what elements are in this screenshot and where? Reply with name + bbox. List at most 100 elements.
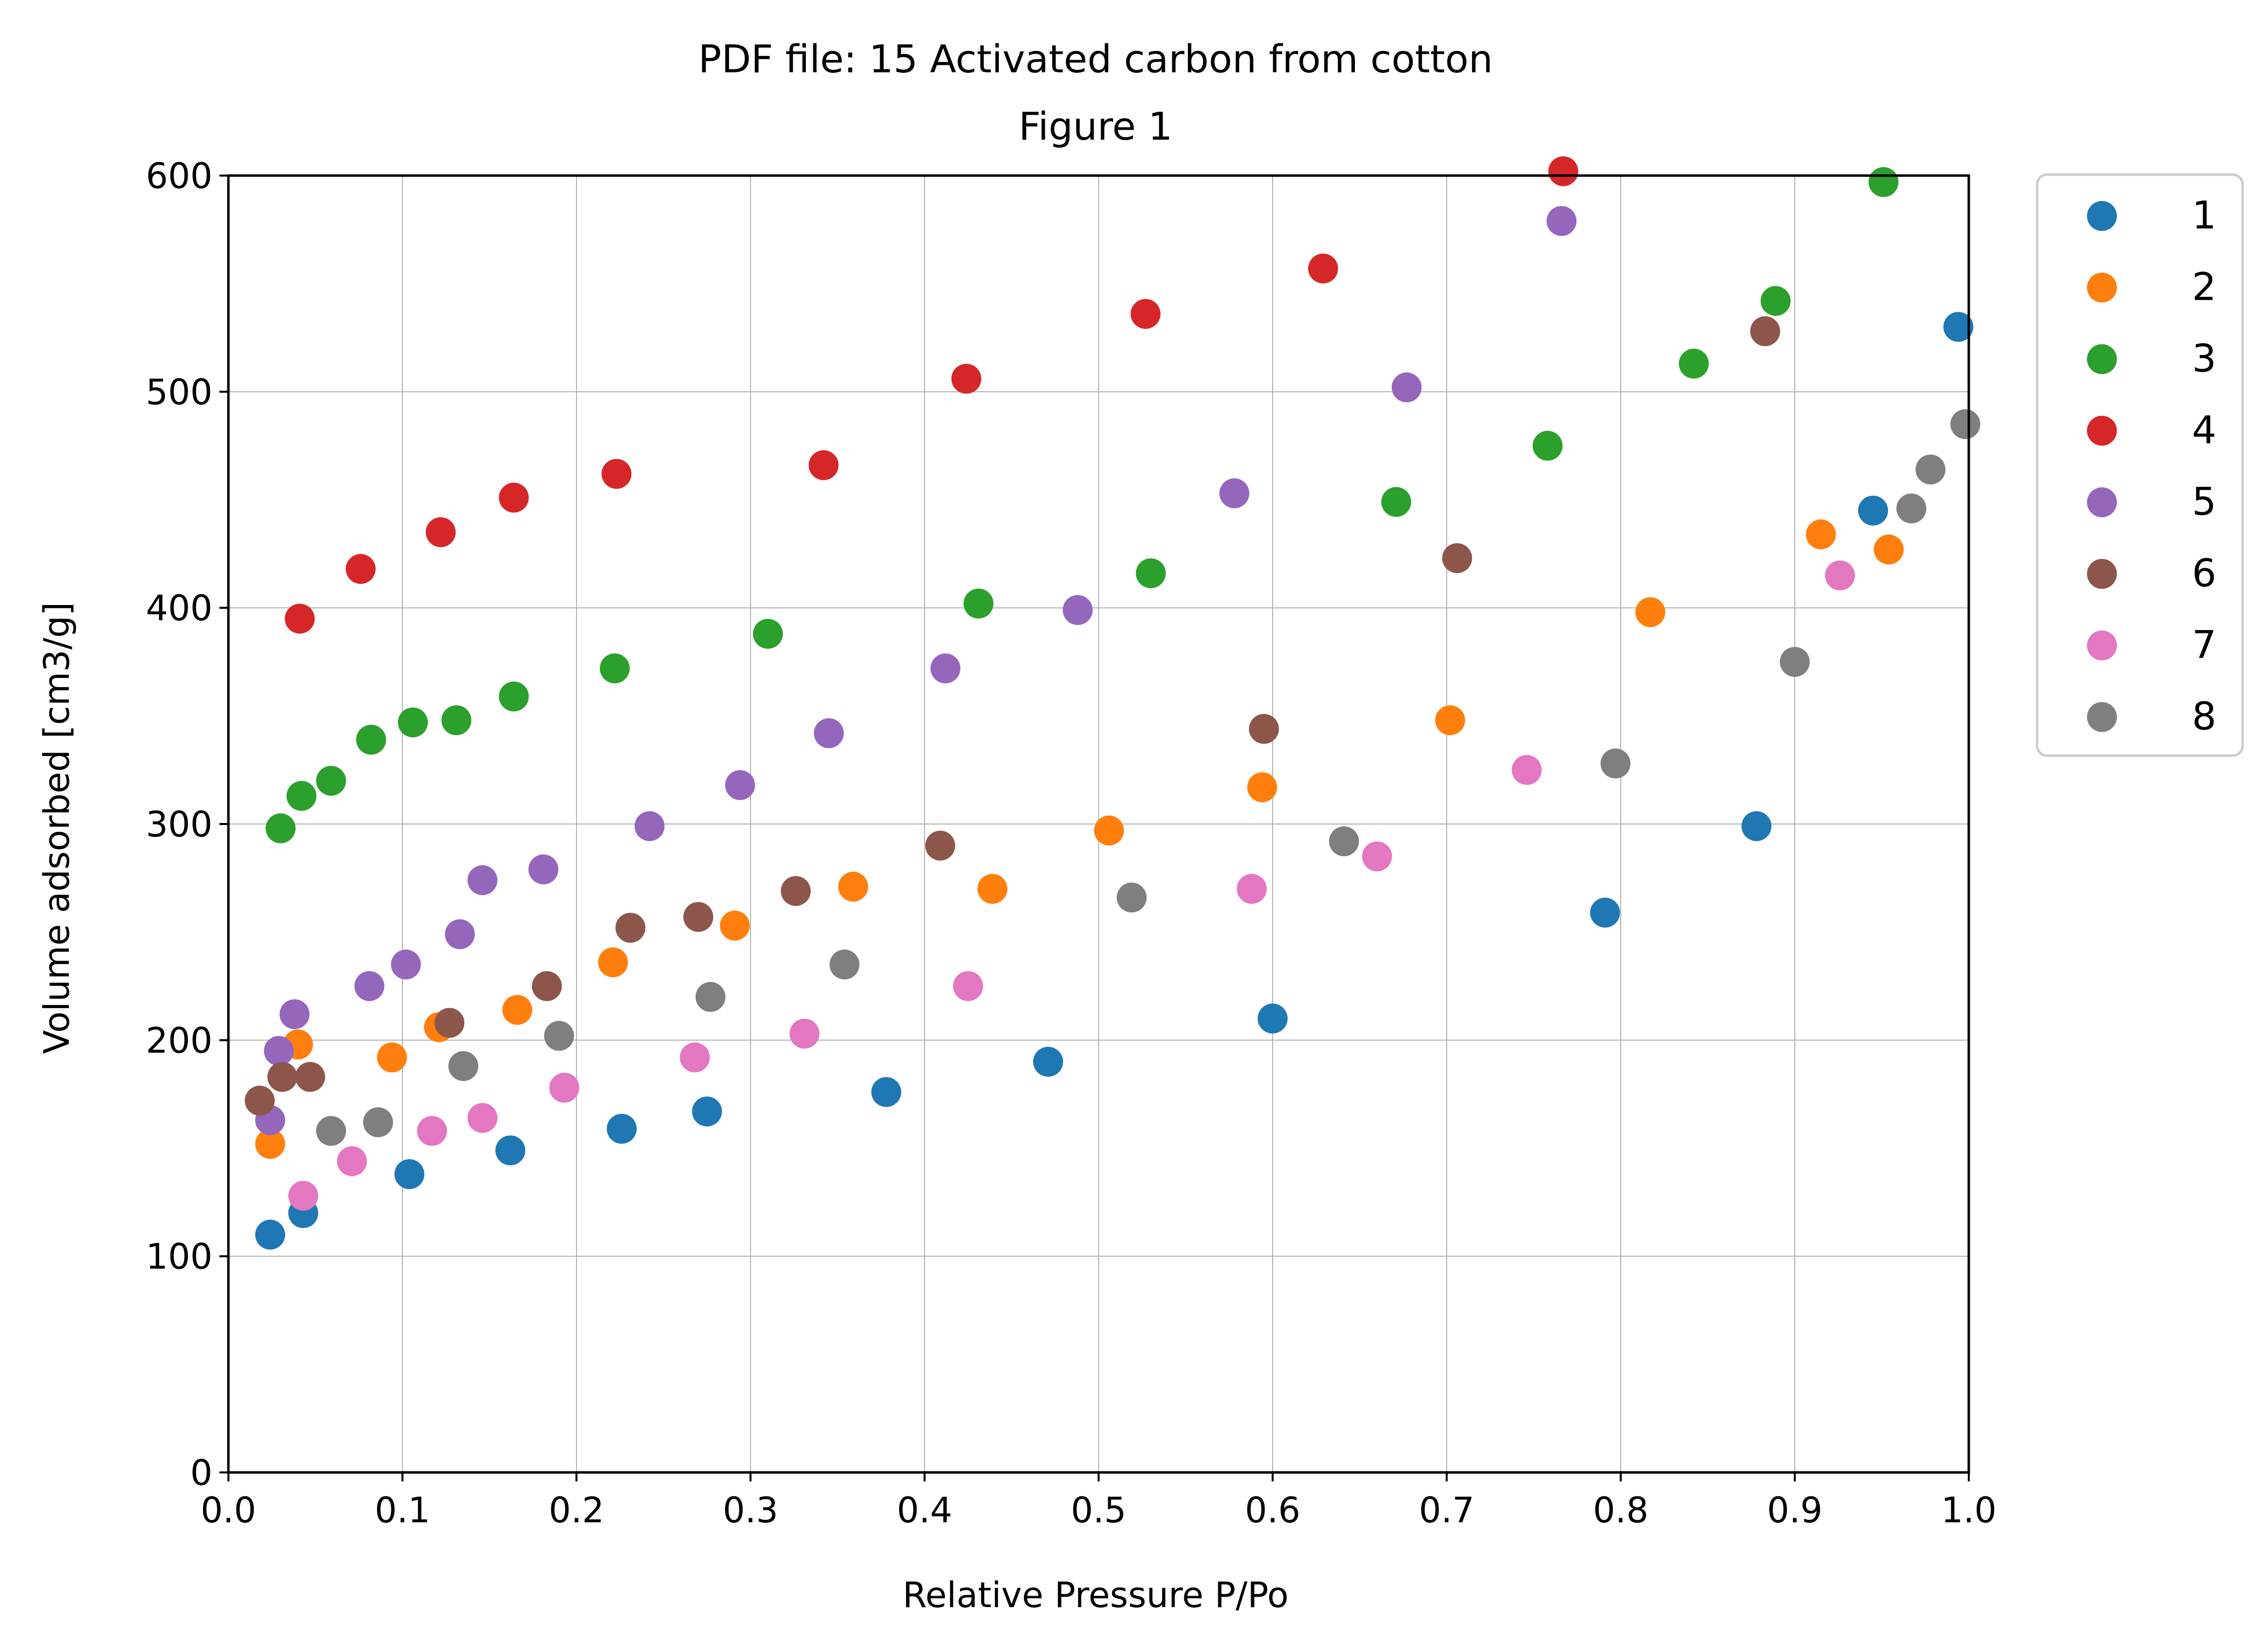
data-point-series-5 xyxy=(1546,206,1577,236)
data-point-series-1 xyxy=(255,1220,285,1250)
data-point-series-6 xyxy=(780,876,811,906)
legend-label-series-1: 1 xyxy=(2192,194,2217,238)
legend-label-series-2: 2 xyxy=(2192,265,2217,310)
data-point-series-1 xyxy=(394,1159,424,1189)
legend-marker-series-2 xyxy=(2087,272,2117,303)
data-point-series-8 xyxy=(1780,647,1810,677)
data-point-series-7 xyxy=(680,1042,710,1072)
legend-marker-series-8 xyxy=(2087,702,2117,732)
legend-marker-series-6 xyxy=(2087,559,2117,589)
data-point-series-7 xyxy=(549,1072,579,1103)
data-point-series-3 xyxy=(441,705,472,735)
data-point-series-7 xyxy=(1237,874,1267,904)
series-7 xyxy=(288,560,1855,1211)
y-tick-label: 400 xyxy=(146,588,212,629)
data-point-series-6 xyxy=(1249,714,1279,744)
plot-area-frame xyxy=(227,174,1970,1474)
data-point-series-3 xyxy=(265,813,296,843)
x-tick-label: 0.9 xyxy=(1767,1490,1822,1531)
legend: 1 2 3 4 5 6 7 8 xyxy=(2036,173,2244,757)
series-2 xyxy=(255,519,1904,1159)
data-point-series-5 xyxy=(634,811,665,841)
data-point-series-5 xyxy=(1391,372,1422,403)
y-tick-label: 600 xyxy=(146,156,212,197)
y-tick-label: 200 xyxy=(146,1020,212,1061)
data-point-series-4 xyxy=(1131,299,1161,329)
data-point-series-2 xyxy=(1874,534,1904,565)
data-point-series-2 xyxy=(1247,772,1278,803)
data-point-series-5 xyxy=(264,1036,294,1066)
data-point-series-2 xyxy=(838,871,868,902)
data-point-series-5 xyxy=(930,653,960,683)
data-point-series-5 xyxy=(1063,595,1093,625)
data-point-series-2 xyxy=(1806,519,1836,550)
data-point-series-7 xyxy=(789,1019,820,1049)
data-point-series-3 xyxy=(599,653,630,683)
data-point-series-3 xyxy=(1679,349,1709,379)
data-point-series-4 xyxy=(808,450,839,480)
data-point-series-1 xyxy=(1258,1004,1288,1033)
chart-title: PDF file: 15 Activated carbon from cotto… xyxy=(698,37,1493,82)
x-tick-label: 0.1 xyxy=(375,1490,430,1531)
data-point-series-4 xyxy=(425,517,456,547)
data-point-series-6 xyxy=(267,1062,298,1092)
legend-marker-series-1 xyxy=(2087,201,2117,231)
data-point-series-4 xyxy=(285,604,315,634)
y-tick-label: 300 xyxy=(146,804,212,845)
data-point-series-8 xyxy=(1600,748,1631,779)
legend-label-series-6: 6 xyxy=(2192,552,2217,596)
x-tick-label: 0.4 xyxy=(897,1490,952,1531)
data-point-series-6 xyxy=(532,971,562,1001)
x-tick-label: 0.2 xyxy=(549,1490,604,1531)
x-tick-label: 0.0 xyxy=(200,1490,256,1531)
data-point-series-1 xyxy=(495,1135,526,1166)
data-point-series-6 xyxy=(295,1062,326,1092)
data-point-series-1 xyxy=(692,1096,722,1127)
data-point-series-8 xyxy=(448,1051,479,1081)
data-point-series-3 xyxy=(1135,558,1166,589)
legend-label-series-5: 5 xyxy=(2192,480,2217,524)
legend-items: 1 2 3 4 5 6 7 8 xyxy=(2087,194,2217,739)
data-point-series-1 xyxy=(1590,897,1620,928)
data-point-series-4 xyxy=(346,554,376,584)
x-tick-label: 0.7 xyxy=(1419,1490,1474,1531)
series-4 xyxy=(285,156,1578,634)
data-point-series-7 xyxy=(288,1181,319,1211)
data-point-series-6 xyxy=(1442,543,1472,573)
data-point-series-8 xyxy=(1329,826,1359,856)
data-point-series-5 xyxy=(725,770,756,800)
data-point-series-1 xyxy=(1943,312,1974,342)
data-point-series-1 xyxy=(871,1077,902,1107)
x-tick-label: 0.6 xyxy=(1245,1490,1300,1531)
data-point-series-8 xyxy=(1950,409,1981,439)
legend-label-series-3: 3 xyxy=(2192,337,2217,381)
data-point-series-6 xyxy=(925,830,955,861)
data-point-series-3 xyxy=(286,781,317,811)
legend-marker-series-7 xyxy=(2087,630,2117,660)
data-point-series-2 xyxy=(377,1042,407,1072)
data-point-series-4 xyxy=(1548,156,1578,187)
data-point-series-8 xyxy=(544,1021,574,1051)
legend-label-series-8: 8 xyxy=(2192,695,2217,739)
data-point-series-7 xyxy=(467,1103,498,1133)
data-point-series-3 xyxy=(1868,167,1898,197)
data-point-series-2 xyxy=(502,995,533,1025)
data-point-series-5 xyxy=(814,718,844,748)
data-point-series-5 xyxy=(390,949,421,980)
data-point-series-5 xyxy=(279,999,310,1030)
legend-label-series-7: 7 xyxy=(2192,623,2217,667)
data-point-series-1 xyxy=(1033,1046,1063,1077)
data-point-series-4 xyxy=(499,482,529,513)
data-point-series-1 xyxy=(606,1114,637,1144)
y-tick-label: 500 xyxy=(146,372,212,412)
data-point-series-3 xyxy=(499,681,529,712)
series-8 xyxy=(316,409,1981,1146)
data-point-series-6 xyxy=(615,913,646,943)
series-3 xyxy=(265,167,1898,843)
data-point-series-2 xyxy=(1094,816,1124,845)
data-point-series-2 xyxy=(255,1129,285,1159)
data-point-series-7 xyxy=(417,1116,447,1146)
data-point-series-8 xyxy=(1117,882,1147,913)
